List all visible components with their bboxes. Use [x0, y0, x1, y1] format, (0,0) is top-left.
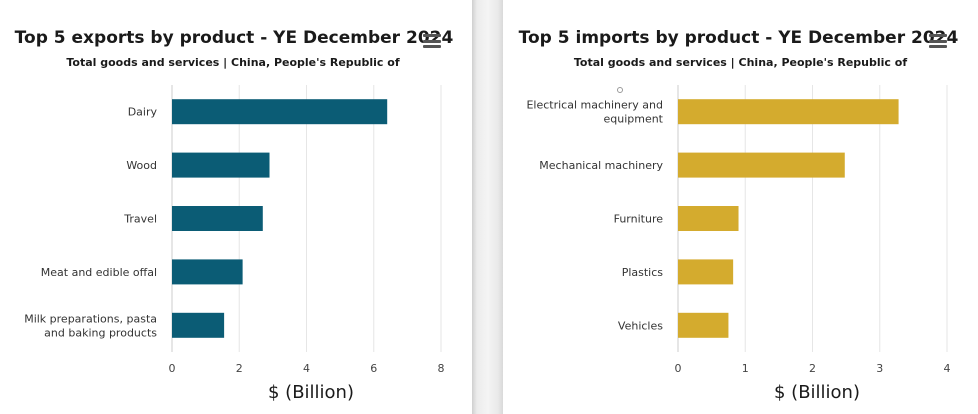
- hamburger-menu-icon-bar: [423, 45, 441, 48]
- hamburger-menu-icon: [929, 34, 947, 37]
- chart-menu-button[interactable]: [423, 34, 441, 48]
- imports-chart-panel: Top 5 imports by product - YE December 2…: [503, 0, 978, 414]
- hamburger-menu-icon: [423, 34, 441, 37]
- y-tick-label: Plastics: [622, 266, 664, 279]
- bar[interactable]: [172, 99, 388, 125]
- bar[interactable]: [678, 312, 729, 338]
- chart-menu-button[interactable]: [929, 34, 947, 48]
- x-axis-title: $ (Billion): [268, 382, 354, 403]
- x-tick-label: 2: [236, 362, 243, 375]
- y-tick-label: Travel: [123, 213, 157, 226]
- bar[interactable]: [678, 152, 845, 178]
- y-tick-label: Wood: [126, 159, 157, 172]
- exports-chart-panel: Top 5 exports by product - YE December 2…: [0, 0, 472, 414]
- bar[interactable]: [172, 259, 243, 285]
- chart-title: Top 5 exports by product - YE December 2…: [14, 28, 454, 48]
- x-axis-title: $ (Billion): [774, 382, 860, 403]
- y-tick-label: Vehicles: [618, 319, 663, 332]
- x-tick-label: 0: [675, 362, 682, 375]
- x-tick-label: 6: [370, 362, 377, 375]
- y-tick-label: Meat and edible offal: [41, 266, 157, 279]
- x-tick-label: 2: [809, 362, 816, 375]
- x-tick-label: 0: [169, 362, 176, 375]
- exports-plot-area: 0 2 4 6 8 Dairy Wood Travel Meat and edible offa…: [24, 85, 445, 375]
- bar[interactable]: [678, 259, 734, 285]
- bar[interactable]: [172, 152, 270, 178]
- y-tick-label: Dairy: [128, 106, 158, 119]
- y-tick-label: Electrical machinery and equipment: [526, 99, 663, 126]
- bar[interactable]: [678, 99, 899, 125]
- hamburger-menu-icon-bar: [423, 39, 441, 43]
- imports-plot-area: 0 1 2 3 4 Electrical machinery and equipment Me…: [526, 85, 951, 375]
- hamburger-menu-icon-bar: [929, 39, 947, 43]
- y-tick-label: Furniture: [614, 213, 664, 226]
- chart-subtitle: Total goods and services | China, People…: [66, 56, 400, 69]
- x-tick-label: 4: [944, 362, 951, 375]
- panel-divider: [472, 0, 503, 414]
- y-tick-label: Mechanical machinery: [539, 159, 663, 172]
- y-tick-label: Milk preparations, pasta and baking produ…: [24, 312, 157, 339]
- x-tick-label: 3: [876, 362, 883, 375]
- x-tick-label: 8: [438, 362, 445, 375]
- x-tick-label: 1: [742, 362, 749, 375]
- bar[interactable]: [172, 312, 225, 338]
- hamburger-menu-icon-bar: [929, 45, 947, 48]
- chart-subtitle: Total goods and services | China, People…: [573, 56, 908, 69]
- bar[interactable]: [172, 206, 263, 231]
- radio-circle-icon: [617, 87, 623, 93]
- bar[interactable]: [678, 206, 739, 231]
- x-tick-label: 4: [303, 362, 310, 375]
- chart-title: Top 5 imports by product - YE December 2…: [518, 28, 959, 48]
